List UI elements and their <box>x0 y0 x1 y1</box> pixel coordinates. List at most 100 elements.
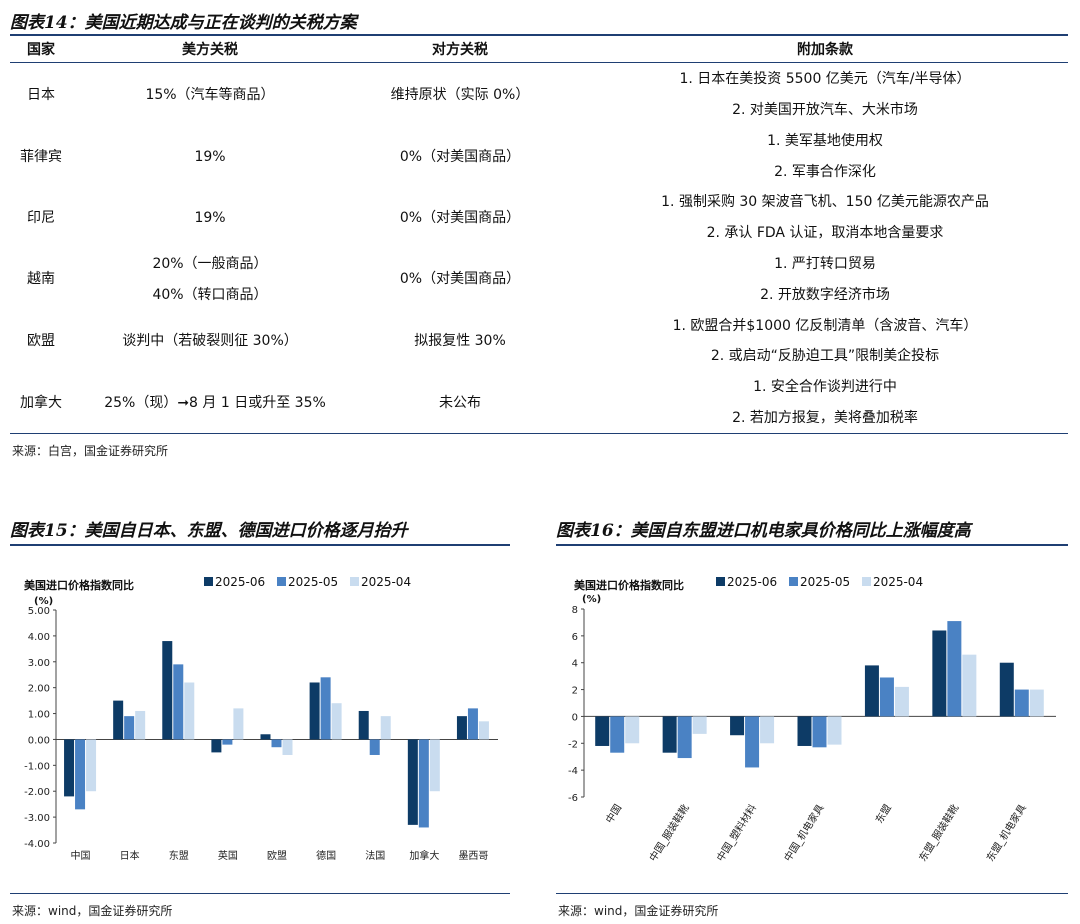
bar <box>64 739 75 797</box>
bar <box>380 716 391 740</box>
y-tick-label: -1.00 <box>24 761 50 772</box>
fig15-legend: 2025-06 2025-05 2025-04 <box>196 575 411 589</box>
x-tick-label: 墨西哥 <box>458 850 488 862</box>
row-country: 欧盟 <box>27 333 55 349</box>
row-term-2: 2. 若加方报复，美将叠加税率 <box>732 410 918 426</box>
bar <box>478 721 489 740</box>
bar <box>418 739 429 828</box>
row-us-tariff: 15%（汽车等商品） <box>145 87 275 103</box>
bar <box>162 641 173 740</box>
x-tick-label: 中国_机电家具 <box>781 802 826 864</box>
fig14-header-rule <box>10 62 1068 63</box>
legend-swatch <box>204 577 213 586</box>
bar <box>173 664 184 740</box>
fig16-chart: 8 6 4 2 0 -2 -4 -6 中国 中国_服装鞋靴 中国_塑料材料 中国_机电家具 东盟 东盟_服… <box>568 605 1056 864</box>
legend-label: 2025-06 <box>215 575 266 589</box>
legend-label: 2025-05 <box>287 575 339 589</box>
row-other-tariff: 未公布 <box>439 395 481 411</box>
bar <box>467 708 478 740</box>
x-tick-label: 中国 <box>603 802 625 826</box>
x-tick-label: 东盟 <box>169 849 189 862</box>
bar <box>1014 689 1029 717</box>
x-tick-label: 英国 <box>218 849 238 862</box>
fig14-bottom-rule <box>10 433 1068 434</box>
x-tick-label: 法国 <box>365 849 385 862</box>
legend-swatch <box>788 577 798 586</box>
bar <box>999 662 1014 717</box>
bar <box>827 716 842 745</box>
bar <box>812 716 827 748</box>
y-tick-label: -6 <box>568 793 578 804</box>
row-country: 越南 <box>27 271 55 287</box>
y-tick-label: -4 <box>568 766 578 777</box>
bar <box>745 716 760 768</box>
row-term-2: 2. 对美国开放汽车、大米市场 <box>732 102 918 118</box>
y-tick-label: 6 <box>572 632 578 643</box>
fig16-chart-title: 美国进口价格指数同比 <box>574 579 684 592</box>
y-tick-label: 0 <box>572 712 578 723</box>
row-other-tariff: 维持原状（实际 0%） <box>390 87 530 103</box>
y-tick-label: 5.00 <box>28 606 50 617</box>
bar <box>864 665 879 717</box>
fig15-top-rule <box>10 544 510 546</box>
fig16-top-rule <box>556 544 1068 546</box>
fig14-top-rule <box>10 34 1068 36</box>
x-tick-label: 东盟 <box>872 802 894 826</box>
row-term-1: 1. 严打转口贸易 <box>774 256 876 272</box>
row-term-2: 2. 开放数字经济市场 <box>760 287 890 303</box>
row-term-2: 2. 或启动“反胁迫工具”限制美企投标 <box>710 348 940 364</box>
bar <box>407 739 418 825</box>
row-us-tariff: 谈判中（若破裂则征 30%） <box>122 333 298 349</box>
fig15-y-unit: (%) <box>34 596 54 607</box>
bar <box>309 682 320 740</box>
fig15-source: 来源：wind，国金证券研究所 <box>12 904 173 918</box>
bar <box>692 716 707 734</box>
legend-swatch <box>276 577 286 586</box>
y-tick-label: 3.00 <box>28 658 50 669</box>
row-term-1: 1. 美军基地使用权 <box>767 133 883 149</box>
legend-swatch <box>861 577 871 586</box>
bar <box>797 716 812 746</box>
fig15-title: 图表15：美国自日本、东盟、德国进口价格逐月抬升 <box>10 521 408 541</box>
bar <box>456 716 467 740</box>
fig14-source: 来源：白宫，国金证券研究所 <box>12 444 169 458</box>
bar <box>124 716 135 740</box>
fig14-header-country: 国家 <box>27 42 55 58</box>
x-tick-label: 东盟_机电家具 <box>983 802 1028 864</box>
row-us-tariff: 20%（一般商品） <box>152 256 268 272</box>
x-tick-label: 中国 <box>71 849 91 862</box>
x-tick-label: 德国 <box>316 849 336 862</box>
legend-label: 2025-05 <box>799 575 851 589</box>
row-other-tariff: 0%（对美国商品） <box>399 149 521 165</box>
y-tick-label: 4.00 <box>28 632 50 643</box>
x-tick-label: 日本 <box>120 849 140 862</box>
legend-swatch <box>716 577 725 586</box>
bar <box>1029 689 1044 717</box>
bar <box>113 700 124 740</box>
fig16-title: 图表16：美国自东盟进口机电家具价格同比上涨幅度高 <box>556 521 971 541</box>
bar <box>595 716 610 746</box>
fig15-bottom-rule <box>10 893 510 894</box>
bar <box>932 630 947 717</box>
bar <box>625 716 640 744</box>
y-tick-label: -2.00 <box>24 787 50 798</box>
bar <box>760 716 775 744</box>
y-tick-label: 4 <box>572 659 578 670</box>
bar <box>610 716 625 753</box>
legend-label: 2025-04 <box>360 575 412 589</box>
x-tick-label: 中国_塑料材料 <box>714 802 759 864</box>
row-term-2: 2. 军事合作深化 <box>774 164 876 180</box>
row-us-tariff-2: 40%（转口商品） <box>152 287 268 303</box>
x-tick-label: 中国_服装鞋靴 <box>646 802 691 864</box>
bar <box>260 734 271 740</box>
y-tick-label: -4.00 <box>24 839 50 850</box>
fig14-title: 图表14：美国近期达成与正在谈判的关税方案 <box>10 13 357 33</box>
row-term-1: 1. 日本在美投资 5500 亿美元（汽车/半导体） <box>679 71 971 87</box>
bar <box>894 686 909 717</box>
bar <box>331 703 342 740</box>
y-tick-label: 2.00 <box>28 684 50 695</box>
fig15-chart-title: 美国进口价格指数同比 <box>24 579 134 592</box>
bar <box>947 621 962 717</box>
y-tick-label: 2 <box>572 686 578 697</box>
row-country: 印尼 <box>27 210 55 226</box>
